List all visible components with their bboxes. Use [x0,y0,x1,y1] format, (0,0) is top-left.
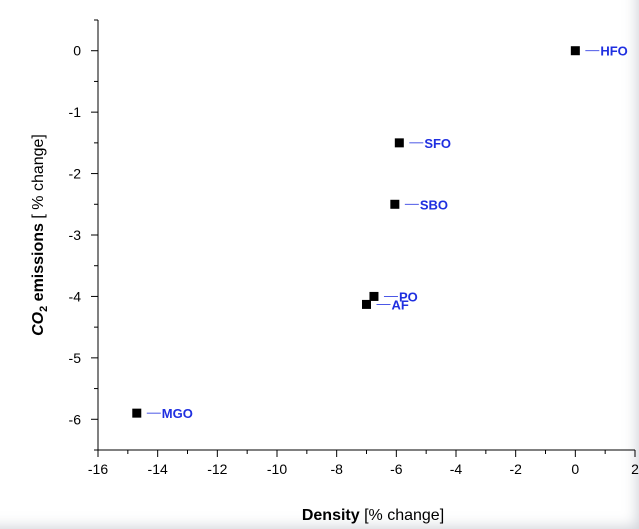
y-axis-title: CO2 emissions [ % change] [30,134,50,336]
x-tick-label: -6 [390,461,403,477]
y-tick-label: -2 [69,166,82,182]
y-tick-label: -4 [69,288,82,304]
x-tick-label: 2 [631,461,639,477]
point-label-mgo: MGO [162,406,193,421]
x-tick-label: -8 [330,461,343,477]
data-points [132,46,580,418]
y-tick-label: -6 [69,411,82,427]
point-label-po: PO [399,289,418,304]
data-point-sbo [390,199,400,209]
data-point-af [362,299,371,309]
x-tick-label: 0 [571,461,579,477]
x-tick-label: -16 [88,461,108,477]
y-tick-label: -3 [69,227,82,243]
data-point-mgo [132,408,142,418]
x-tick-label: -4 [450,461,463,477]
y-tick-label: -5 [69,350,82,366]
data-point-po [369,291,379,301]
axis-ticks: -16 -14 -12 -10 -8 -6 -4 -2 0 2 0 -1 -2 -3 -4 -5 -6 [69,19,639,477]
point-label-af: AF [392,297,409,312]
point-label-hfo: HFO [600,44,627,59]
x-axis-title: Density [% change] [302,507,444,524]
y-tick-label: -1 [69,104,82,120]
data-point-sfo [394,138,404,148]
x-tick-label: -12 [207,461,227,477]
point-label-sbo: SBO [420,197,448,212]
y-tick-label: 0 [73,43,81,59]
x-tick-label: -14 [148,461,168,477]
data-point-hfo [570,46,580,56]
point-label-sfo: SFO [424,136,451,151]
x-tick-label: -2 [509,461,522,477]
plot-axes [97,20,635,451]
x-tick-label: -10 [267,461,287,477]
